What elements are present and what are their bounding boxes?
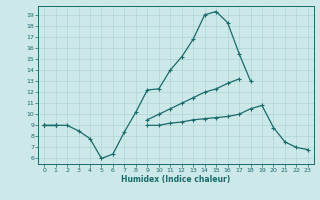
X-axis label: Humidex (Indice chaleur): Humidex (Indice chaleur) — [121, 175, 231, 184]
